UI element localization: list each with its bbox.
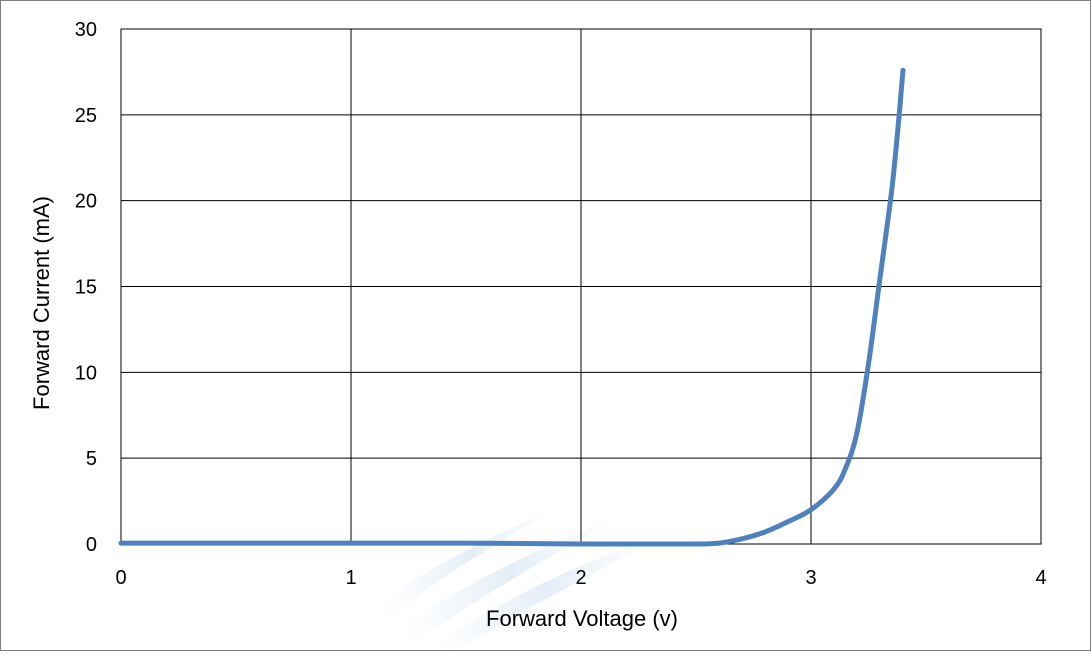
- series-line: [118, 67, 906, 547]
- series-layer: [118, 67, 906, 547]
- y-tick-label: 20: [75, 191, 97, 213]
- x-tick-label: 4: [1035, 567, 1046, 589]
- grid: [120, 28, 1042, 545]
- y-tick-label: 25: [75, 105, 97, 127]
- y-axis-label: Forward Current (mA): [29, 196, 54, 410]
- x-tick-label: 3: [805, 567, 816, 589]
- x-tick-label: 0: [115, 567, 126, 589]
- x-tick-label: 1: [345, 567, 356, 589]
- y-tick-label: 30: [75, 19, 97, 41]
- x-tick-label: 2: [575, 567, 586, 589]
- y-tick-label: 10: [75, 362, 97, 384]
- y-tick-label: 15: [75, 277, 97, 299]
- y-tick-label: 0: [86, 534, 97, 556]
- x-axis-label: Forward Voltage (v): [486, 606, 678, 631]
- watermark-logo: [381, 506, 661, 652]
- axis-labels: Forward Voltage (v) Forward Current (mA): [29, 196, 678, 631]
- y-tick-label: 5: [86, 448, 97, 470]
